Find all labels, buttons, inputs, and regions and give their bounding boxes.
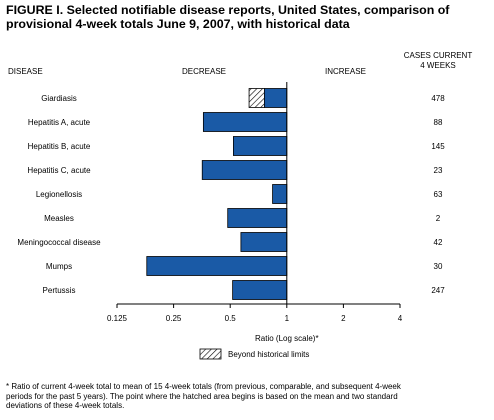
figure-title: FIGURE I. Selected notifiable disease re… <box>6 3 490 31</box>
case-count: 145 <box>431 142 445 151</box>
case-count: 42 <box>434 238 443 247</box>
footnote-line-1: * Ratio of current 4-week total to mean … <box>6 382 401 391</box>
legend-label: Beyond historical limits <box>228 350 309 359</box>
bar <box>233 136 288 156</box>
bar <box>227 208 288 228</box>
category-label: Pertussis <box>43 286 76 295</box>
ratio-bar-chart: Giardiasis 478 Hepatitis A, acute 88 Hepatit… <box>17 82 445 360</box>
x-tick-label: 0.5 <box>225 314 237 323</box>
x-tick-label: 1 <box>285 314 290 323</box>
case-count: 23 <box>434 166 443 175</box>
case-count: 63 <box>434 190 443 199</box>
x-tick-label: 2 <box>341 314 346 323</box>
increase-header: INCREASE <box>325 67 366 76</box>
x-axis-label: Ratio (Log scale)* <box>255 334 319 343</box>
footnote-line-2: periods for the past 5 years). The point… <box>6 391 398 401</box>
cases-header: CASES CURRENT 4 WEEKS <box>388 51 488 71</box>
bar <box>201 160 288 180</box>
category-label: Meningococcal disease <box>17 238 101 247</box>
bar-hatched-segment <box>248 88 265 108</box>
case-count: 88 <box>434 118 443 127</box>
bar <box>272 184 288 204</box>
bar <box>232 280 288 300</box>
plot-area: Giardiasis 478 Hepatitis A, acute 88 Hepatit… <box>17 82 445 360</box>
bar <box>263 88 288 108</box>
x-tick-label: 4 <box>398 314 403 323</box>
category-label: Hepatitis B, acute <box>28 142 91 151</box>
category-label: Hepatitis A, acute <box>28 118 91 127</box>
category-label: Giardiasis <box>41 94 77 103</box>
figure-title-line-2: provisional 4-week totals June 9, 2007, … <box>6 17 350 31</box>
x-tick-label: 0.25 <box>166 314 182 323</box>
category-label: Hepatitis C, acute <box>27 166 91 175</box>
category-label: Measles <box>44 214 74 223</box>
case-count: 2 <box>436 214 441 223</box>
footnote: * Ratio of current 4-week total to mean … <box>6 382 490 411</box>
legend-hatch-swatch <box>199 348 222 360</box>
cases-header-line-1: CASES CURRENT <box>403 51 473 60</box>
category-label: Legionellosis <box>36 190 82 199</box>
category-label: Mumps <box>46 262 72 271</box>
bar <box>146 256 288 276</box>
bar <box>202 112 288 132</box>
footnote-line-3: deviations of these 4-week totals. <box>6 401 125 410</box>
case-count: 247 <box>431 286 445 295</box>
x-tick-label: 0.125 <box>107 314 128 323</box>
decrease-header: DECREASE <box>182 67 227 76</box>
case-count: 478 <box>431 94 445 103</box>
cases-header-line-2: 4 WEEKS <box>420 61 456 70</box>
disease-header: DISEASE <box>8 67 43 76</box>
case-count: 30 <box>434 262 443 271</box>
figure-title-line-1: FIGURE I. Selected notifiable disease re… <box>6 3 450 17</box>
bar <box>240 232 288 252</box>
